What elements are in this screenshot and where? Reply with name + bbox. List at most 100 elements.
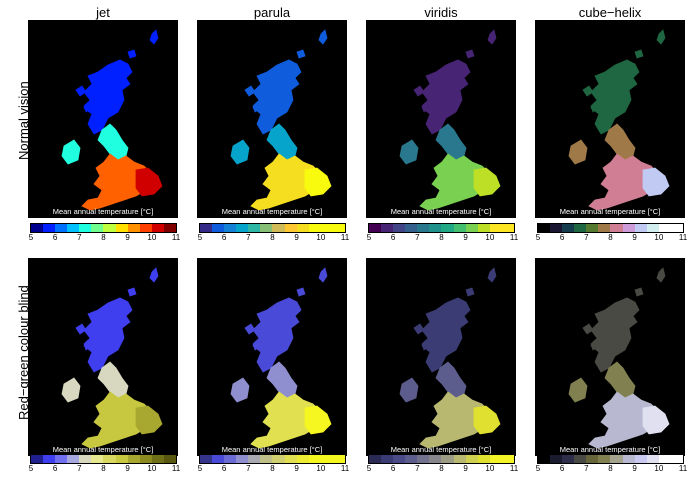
colorbar-segment (200, 455, 213, 463)
colorbar-segment (115, 455, 128, 463)
column-title: viridis (424, 5, 458, 20)
colorbar-tick-label: 8 (439, 233, 444, 242)
colorbar-segment (296, 455, 309, 463)
colorbar-segment (622, 455, 635, 463)
colorbar-segment (212, 455, 225, 463)
colorbar-tick-label: 5 (535, 464, 541, 473)
colorbar-segment (538, 455, 551, 463)
colorbar-tick-label: 10 (654, 233, 664, 242)
colorbar (199, 223, 346, 233)
colorbar-tick-label: 9 (632, 464, 637, 473)
colorbar-tick-label: 7 (246, 464, 251, 473)
temperature-map (568, 29, 670, 211)
colorbar-segment (610, 455, 623, 463)
colorbar-segment (405, 224, 418, 232)
colorbar-tick-label: 8 (101, 464, 106, 473)
map-region-se (304, 167, 332, 197)
colorbar-tick-label: 9 (632, 233, 637, 242)
map-region-ireland (399, 377, 419, 403)
colorbar-tick-label: 5 (535, 233, 541, 242)
colorbar-segment (489, 455, 502, 463)
column-title: parula (253, 5, 291, 20)
map-region-mid (604, 123, 636, 161)
map-region-se (473, 405, 501, 435)
map-region-isl2 (83, 101, 92, 113)
colorbar-segment (369, 224, 382, 232)
colorbar-segment (224, 455, 237, 463)
map-region-se (304, 405, 332, 435)
colorbar-tick-label: 7 (77, 233, 82, 242)
colorbar-tick-label: 8 (270, 233, 275, 242)
colorbar-segment (417, 224, 430, 232)
colorbar-label: Mean annual temperature [°C] (52, 207, 154, 216)
colorbar-ticks: 5 6 7 8 9 10 11 (28, 233, 180, 243)
map-panel: Mean annual temperature [°C] (535, 20, 685, 218)
colorbar-tick-label: 11 (171, 464, 181, 473)
map-region-ork (127, 287, 137, 297)
colorbar-segment (429, 224, 442, 232)
map-region-north (421, 59, 471, 135)
colorbar-segment (248, 224, 261, 232)
colorbar-segment (453, 455, 466, 463)
colorbar-segment (224, 224, 237, 232)
colorbar-segment (308, 224, 321, 232)
colorbar-segment (658, 455, 671, 463)
map-region-shet (318, 29, 328, 45)
map-region-north (252, 297, 302, 373)
column-title: jet (96, 5, 110, 20)
colorbar-segment (43, 455, 56, 463)
colorbar-label: Mean annual temperature [°C] (52, 445, 154, 454)
map-region-shet (318, 267, 328, 283)
colorbar-tick-label: 8 (101, 233, 106, 242)
colorbar-label: Mean annual temperature [°C] (221, 207, 323, 216)
colorbar-segment (103, 224, 116, 232)
colorbar-tick-label: 10 (316, 233, 326, 242)
colorbar-tick-label: 6 (390, 233, 396, 242)
colorbar-tick-label: 7 (246, 233, 251, 242)
colorbar-segment (127, 224, 140, 232)
colorbar-segment (550, 224, 563, 232)
colorbar-segment (634, 455, 647, 463)
colorbar-segment (646, 224, 659, 232)
colorbar-label: Mean annual temperature [°C] (390, 445, 492, 454)
colorbar-ticks: 5 6 7 8 9 10 11 (28, 464, 181, 474)
colorbar-segment (465, 224, 478, 232)
colorbar-tick-label: 9 (125, 233, 130, 242)
colorbar-segment (489, 224, 502, 232)
map-region-isl2 (252, 101, 261, 113)
map-region-mid (266, 123, 298, 161)
temperature-map (61, 29, 163, 211)
colorbar-segment (562, 455, 575, 463)
colorbar-segment (236, 455, 249, 463)
map-region-shet (656, 267, 666, 283)
map-panel: Mean annual temperature [°C] (197, 258, 347, 456)
map-region-shet (149, 267, 159, 283)
colorbar-tick-label: 6 (221, 464, 227, 473)
temperature-map (230, 29, 332, 211)
column-title: cube−helix (578, 5, 642, 20)
colorbar-segment (574, 224, 587, 232)
colorbar-segment (55, 224, 68, 232)
colorbar-segment (308, 455, 321, 463)
colorbar-segment (151, 455, 164, 463)
map-region-shet (487, 267, 497, 283)
map-region-north (252, 59, 302, 135)
map-region-south (588, 391, 660, 449)
map-region-ireland (61, 377, 81, 403)
map-region-se (642, 167, 670, 197)
colorbar-segment (260, 455, 273, 463)
colorbar-tick-label: 6 (559, 464, 565, 473)
colorbar-segment (477, 224, 490, 232)
colorbar-tick-label: 10 (485, 464, 495, 473)
colorbar-segment (477, 455, 490, 463)
colorbar-segment (417, 455, 430, 463)
colorbar-segment (393, 455, 406, 463)
colorbar-segment (272, 455, 285, 463)
colorbar-label: Mean annual temperature [°C] (559, 207, 661, 216)
colorbar-segment (163, 224, 176, 232)
map-region-se (135, 167, 163, 197)
colorbar-segment (236, 224, 249, 232)
colorbar-segment (610, 224, 623, 232)
colorbar-ticks: 5 6 7 8 9 10 11 (535, 464, 687, 474)
colorbar-tick-label: 11 (509, 233, 519, 242)
